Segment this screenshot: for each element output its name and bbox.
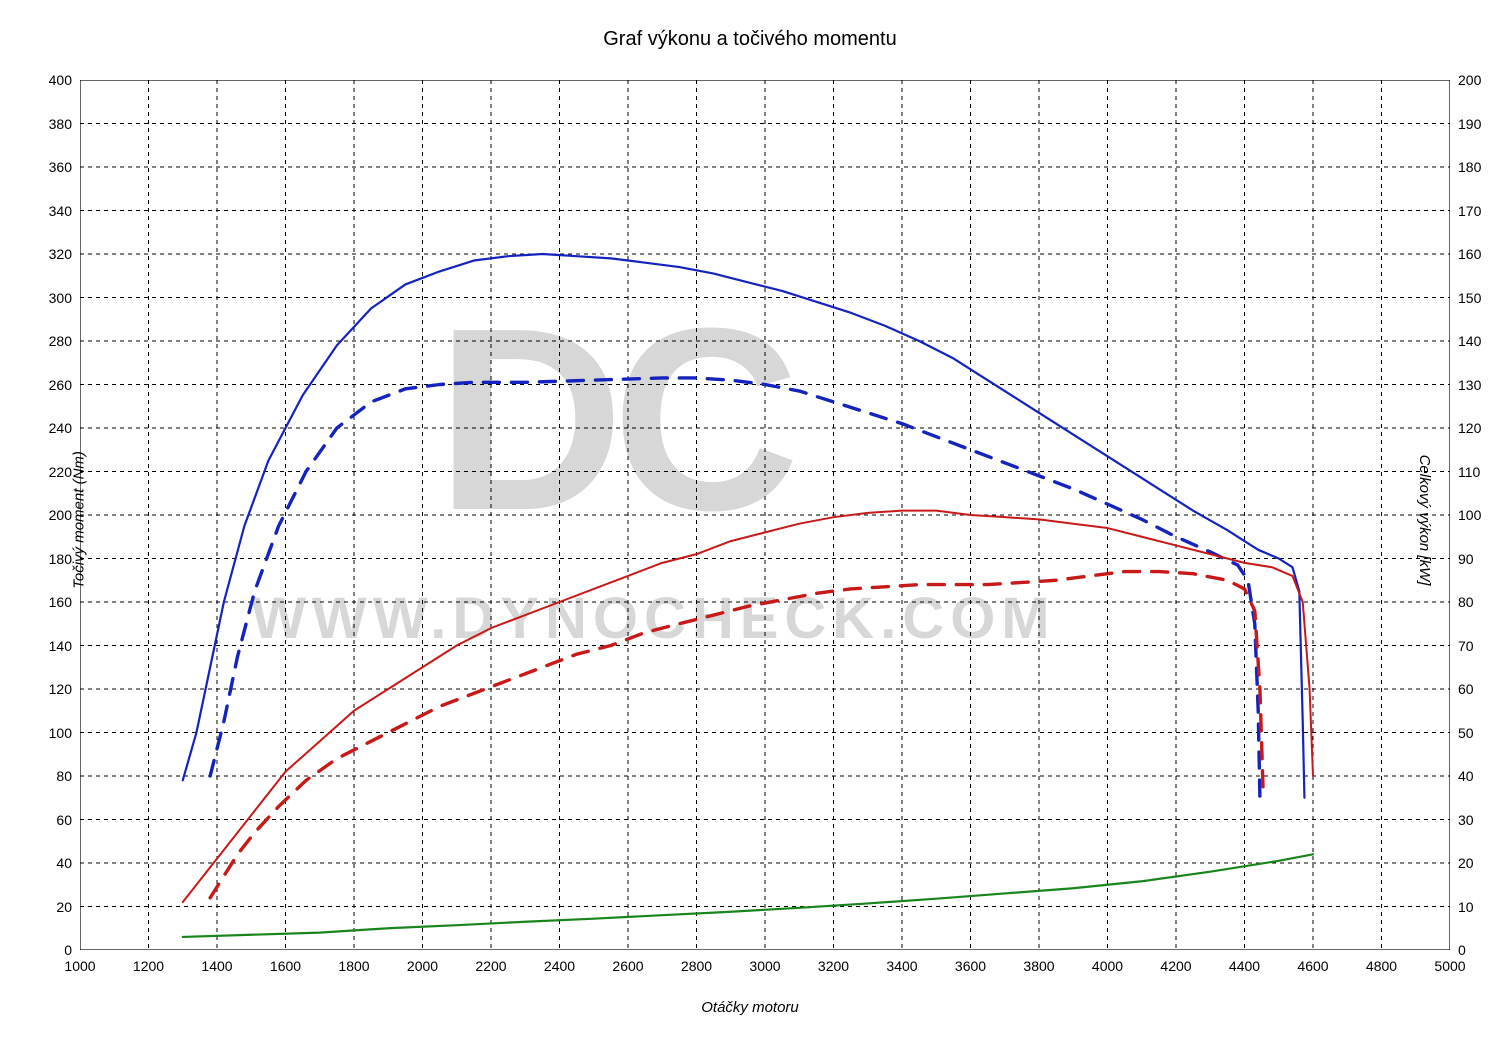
y-left-tick-label: 20 (56, 899, 72, 915)
y-right-tick-label: 170 (1458, 203, 1481, 219)
y-right-tick-label: 90 (1458, 551, 1474, 567)
x-tick-label: 4800 (1366, 958, 1397, 974)
x-tick-label: 3200 (818, 958, 849, 974)
x-tick-label: 3600 (955, 958, 986, 974)
y-left-tick-label: 340 (49, 203, 72, 219)
y-right-tick-label: 30 (1458, 812, 1474, 828)
y-left-tick-label: 300 (49, 290, 72, 306)
x-tick-label: 1600 (270, 958, 301, 974)
y-left-tick-label: 100 (49, 725, 72, 741)
x-tick-label: 1200 (133, 958, 164, 974)
x-tick-label: 4000 (1092, 958, 1123, 974)
x-tick-label: 3000 (749, 958, 780, 974)
y-left-tick-label: 200 (49, 507, 72, 523)
y-right-tick-label: 150 (1458, 290, 1481, 306)
x-tick-label: 4200 (1160, 958, 1191, 974)
y-right-tick-label: 160 (1458, 246, 1481, 262)
x-tick-label: 4600 (1297, 958, 1328, 974)
y-left-tick-label: 320 (49, 246, 72, 262)
y-right-tick-label: 200 (1458, 72, 1481, 88)
y-right-tick-label: 130 (1458, 377, 1481, 393)
x-tick-label: 4400 (1229, 958, 1260, 974)
y-right-tick-label: 120 (1458, 420, 1481, 436)
x-tick-label: 2600 (612, 958, 643, 974)
tick-labels: 1000120014001600180020002200240026002800… (0, 0, 1500, 1040)
y-left-tick-label: 380 (49, 116, 72, 132)
y-left-tick-label: 260 (49, 377, 72, 393)
y-left-tick-label: 40 (56, 855, 72, 871)
y-right-tick-label: 190 (1458, 116, 1481, 132)
y-left-tick-label: 280 (49, 333, 72, 349)
y-left-tick-label: 120 (49, 681, 72, 697)
x-tick-label: 2400 (544, 958, 575, 974)
x-tick-label: 2000 (407, 958, 438, 974)
y-left-tick-label: 220 (49, 464, 72, 480)
chart-container: Graf výkonu a točivého momentu Točivý mo… (0, 0, 1500, 1040)
x-tick-label: 1800 (338, 958, 369, 974)
y-left-tick-label: 140 (49, 638, 72, 654)
y-left-tick-label: 80 (56, 768, 72, 784)
x-tick-label: 3800 (1023, 958, 1054, 974)
y-left-tick-label: 240 (49, 420, 72, 436)
x-tick-label: 2200 (475, 958, 506, 974)
y-right-tick-label: 50 (1458, 725, 1474, 741)
y-right-tick-label: 100 (1458, 507, 1481, 523)
y-right-tick-label: 180 (1458, 159, 1481, 175)
x-tick-label: 3400 (886, 958, 917, 974)
x-tick-label: 1400 (201, 958, 232, 974)
y-right-tick-label: 80 (1458, 594, 1474, 610)
y-right-tick-label: 70 (1458, 638, 1474, 654)
y-right-tick-label: 10 (1458, 899, 1474, 915)
x-tick-label: 1000 (64, 958, 95, 974)
y-right-tick-label: 60 (1458, 681, 1474, 697)
y-right-tick-label: 110 (1458, 464, 1480, 480)
y-right-tick-label: 40 (1458, 768, 1474, 784)
y-left-tick-label: 360 (49, 159, 72, 175)
x-tick-label: 5000 (1434, 958, 1465, 974)
y-right-tick-label: 20 (1458, 855, 1474, 871)
y-left-tick-label: 400 (49, 72, 72, 88)
y-right-tick-label: 140 (1458, 333, 1481, 349)
y-left-tick-label: 160 (49, 594, 72, 610)
y-left-tick-label: 0 (64, 942, 72, 958)
y-left-tick-label: 60 (56, 812, 72, 828)
y-right-tick-label: 0 (1458, 942, 1466, 958)
y-left-tick-label: 180 (49, 551, 72, 567)
x-tick-label: 2800 (681, 958, 712, 974)
